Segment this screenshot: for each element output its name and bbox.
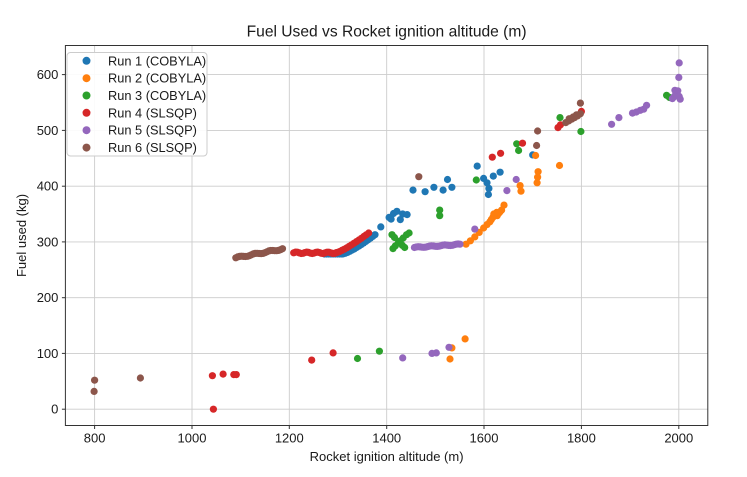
svg-text:0: 0 [51, 402, 58, 417]
svg-text:1600: 1600 [470, 431, 499, 446]
svg-text:2000: 2000 [664, 431, 693, 446]
svg-text:300: 300 [37, 234, 59, 249]
svg-text:1000: 1000 [178, 431, 207, 446]
svg-text:100: 100 [37, 346, 59, 361]
svg-text:Fuel used (kg): Fuel used (kg) [14, 194, 29, 277]
svg-text:Run 5 (SLSQP): Run 5 (SLSQP) [108, 123, 197, 138]
svg-text:Run 4 (SLSQP): Run 4 (SLSQP) [108, 105, 197, 120]
svg-text:Rocket ignition altitude (m): Rocket ignition altitude (m) [310, 449, 464, 464]
svg-text:600: 600 [37, 67, 59, 82]
svg-text:200: 200 [37, 290, 59, 305]
svg-text:Run 3 (COBYLA): Run 3 (COBYLA) [108, 88, 206, 103]
svg-text:1400: 1400 [372, 431, 401, 446]
svg-text:1800: 1800 [567, 431, 596, 446]
svg-text:Fuel Used vs Rocket ignition a: Fuel Used vs Rocket ignition altitude (m… [247, 24, 527, 41]
svg-text:500: 500 [37, 123, 59, 138]
svg-text:Run 1 (COBYLA): Run 1 (COBYLA) [108, 53, 206, 68]
svg-text:Run 6 (SLSQP): Run 6 (SLSQP) [108, 140, 197, 155]
svg-text:1200: 1200 [275, 431, 304, 446]
svg-text:Run 2 (COBYLA): Run 2 (COBYLA) [108, 71, 206, 86]
svg-text:800: 800 [84, 431, 106, 446]
svg-text:400: 400 [37, 179, 59, 194]
